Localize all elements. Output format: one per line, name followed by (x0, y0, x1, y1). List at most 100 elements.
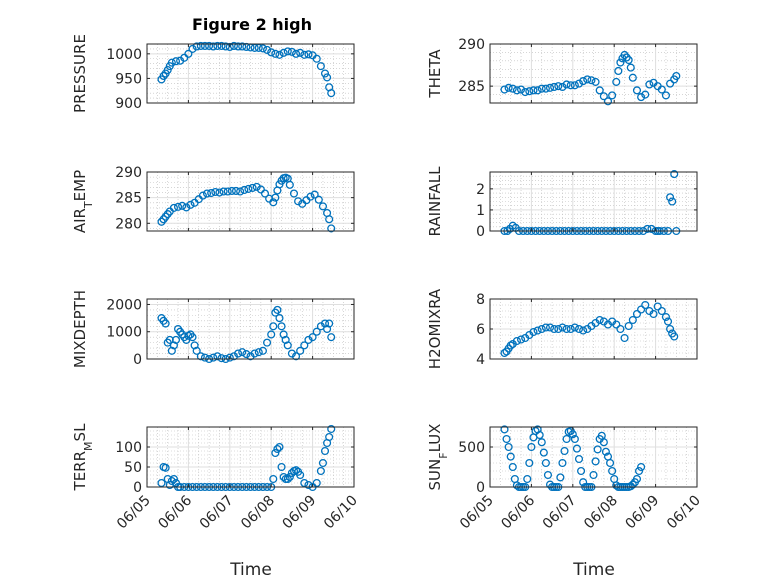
x-tick-label: 06/10 (664, 493, 704, 533)
data-point (643, 224, 652, 233)
data-point (500, 348, 509, 358)
data-point (323, 73, 332, 82)
data-point (285, 472, 294, 482)
data-point (200, 353, 210, 362)
data-point (641, 90, 650, 99)
y-axis-label: H2OMIXRA (426, 288, 444, 369)
data-point (634, 466, 644, 476)
data-point (601, 447, 610, 456)
data-point (504, 83, 513, 92)
y-tick-label: 900 (115, 96, 142, 112)
data-point (277, 322, 286, 331)
data-point (271, 193, 280, 202)
data-point (566, 81, 575, 90)
data-point (202, 189, 212, 198)
data-point (620, 50, 629, 60)
data-point (500, 85, 509, 94)
x-axis-label-left: Time (229, 560, 272, 580)
data-point (167, 346, 176, 355)
data-point (213, 41, 222, 51)
data-point (327, 89, 336, 98)
data-point (275, 50, 284, 59)
y-tick-label: 2000 (106, 297, 142, 313)
data-point (205, 41, 214, 51)
data-point (271, 49, 280, 58)
data-point (279, 330, 288, 339)
y-axis-label: TERRMSL (71, 423, 95, 492)
data-point (574, 324, 584, 334)
data-point (612, 320, 621, 329)
y-tick-label: 50 (124, 460, 142, 476)
data-point (554, 82, 563, 91)
data-point (587, 76, 596, 85)
data-point (231, 186, 241, 196)
y-tick-label: 4 (476, 352, 485, 368)
data-point (209, 42, 218, 51)
data-point (223, 187, 232, 196)
data-point (508, 462, 517, 472)
data-point (196, 41, 205, 51)
data-point (229, 41, 238, 51)
data-point (628, 73, 637, 82)
data-point (169, 341, 178, 350)
x-tick-label: 06/05 (114, 493, 154, 533)
data-point (161, 319, 170, 328)
data-point (291, 466, 301, 475)
y-tick-label: 0 (476, 224, 485, 240)
x-tick-label: 06/08 (238, 493, 278, 533)
data-point (327, 424, 336, 434)
data-point (568, 430, 577, 439)
data-point (314, 195, 323, 204)
y-tick-label: 950 (115, 71, 142, 87)
data-point (570, 81, 579, 90)
y-axis-label: RAINFALL (426, 166, 444, 237)
data-point (186, 200, 195, 209)
data-point (595, 315, 604, 325)
data-point (188, 44, 197, 53)
data-point (583, 75, 592, 84)
data-point (516, 85, 526, 94)
subplot-theta: 285 290 THETA (426, 37, 698, 106)
subplot-pressure: 900 950 1000 PRESSURE (71, 34, 355, 113)
y-tick-label: 1000 (106, 325, 142, 341)
data-point (248, 183, 257, 192)
data-point (304, 480, 313, 490)
data-point (603, 97, 613, 106)
data-point (198, 191, 207, 200)
data-point (316, 62, 325, 71)
data-point (215, 188, 224, 197)
y-tick-label: 500 (458, 440, 485, 456)
subplot-rainfall: 0 1 2 RAINFALL (426, 166, 698, 240)
data-point (560, 446, 569, 456)
data-point (593, 445, 602, 454)
data-point (221, 42, 230, 51)
data-point (296, 48, 305, 57)
y-axis-label: THETA (426, 49, 444, 99)
data-point (523, 474, 532, 484)
data-point (304, 50, 313, 59)
data-point (325, 432, 334, 442)
y-axis-label: MIXDEPTH (71, 290, 89, 368)
data-point (606, 458, 615, 468)
data-point (325, 215, 334, 224)
data-point (227, 186, 236, 196)
data-point (527, 442, 536, 452)
y-tick-label: 280 (115, 216, 142, 232)
axes-box (489, 426, 698, 488)
y-tick-label: 1000 (106, 47, 142, 63)
data-point (508, 84, 517, 93)
data-point (296, 346, 305, 355)
data-point (161, 463, 170, 472)
data-point (620, 333, 629, 343)
y-tick-label: 2 (476, 182, 485, 198)
data-point (196, 352, 205, 361)
x-axis-label-right: Time (572, 560, 615, 580)
data-point (574, 79, 584, 88)
data-point (171, 57, 181, 66)
data-point (225, 353, 234, 362)
data-point (275, 314, 284, 323)
axes-box (489, 171, 698, 232)
data-point (599, 438, 608, 447)
data-point (263, 338, 272, 347)
data-point (250, 349, 259, 358)
